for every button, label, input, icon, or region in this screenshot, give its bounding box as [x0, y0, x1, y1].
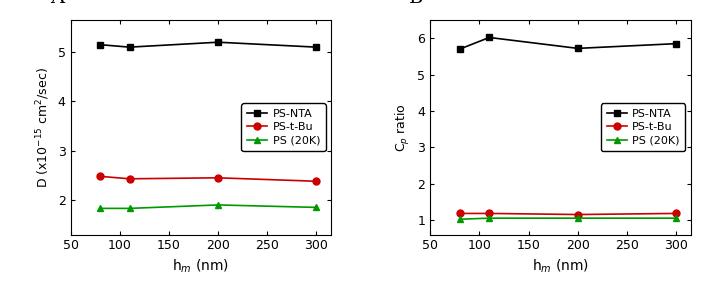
- X-axis label: h$_m$ (nm): h$_m$ (nm): [532, 258, 589, 275]
- PS-NTA: [574, 47, 582, 50]
- Legend: PS-NTA, PS-t-Bu, PS (20K): PS-NTA, PS-t-Bu, PS (20K): [241, 103, 326, 151]
- PS-t-Bu: [96, 175, 104, 178]
- PS-NTA: [312, 45, 321, 49]
- PS (20K): [455, 218, 464, 221]
- Line: PS (20K): PS (20K): [97, 201, 320, 212]
- Y-axis label: D (x10$^{-15}$ cm$^2$/sec): D (x10$^{-15}$ cm$^2$/sec): [35, 67, 52, 188]
- Line: PS-t-Bu: PS-t-Bu: [456, 210, 680, 218]
- PS (20K): [312, 206, 321, 209]
- Text: A: A: [49, 0, 63, 7]
- PS (20K): [485, 217, 494, 220]
- PS-NTA: [125, 45, 134, 49]
- PS (20K): [574, 217, 582, 220]
- PS-NTA: [214, 41, 222, 44]
- PS-t-Bu: [455, 212, 464, 215]
- PS-NTA: [672, 42, 680, 45]
- X-axis label: h$_m$ (nm): h$_m$ (nm): [172, 258, 229, 275]
- Legend: PS-NTA, PS-t-Bu, PS (20K): PS-NTA, PS-t-Bu, PS (20K): [601, 103, 685, 151]
- PS-t-Bu: [125, 177, 134, 180]
- Line: PS-NTA: PS-NTA: [456, 34, 680, 53]
- Line: PS-NTA: PS-NTA: [97, 39, 320, 51]
- PS-t-Bu: [214, 176, 222, 180]
- Line: PS (20K): PS (20K): [456, 215, 680, 223]
- PS-NTA: [455, 47, 464, 51]
- PS-t-Bu: [574, 213, 582, 216]
- PS-t-Bu: [672, 212, 680, 215]
- PS-NTA: [485, 36, 494, 39]
- Text: B: B: [410, 0, 424, 7]
- Y-axis label: C$_p$ ratio: C$_p$ ratio: [394, 103, 412, 152]
- PS (20K): [125, 207, 134, 210]
- PS (20K): [672, 217, 680, 220]
- Line: PS-t-Bu: PS-t-Bu: [97, 173, 320, 185]
- PS (20K): [214, 203, 222, 207]
- PS-t-Bu: [312, 180, 321, 183]
- PS-NTA: [96, 43, 104, 46]
- PS (20K): [96, 207, 104, 210]
- PS-t-Bu: [485, 212, 494, 215]
